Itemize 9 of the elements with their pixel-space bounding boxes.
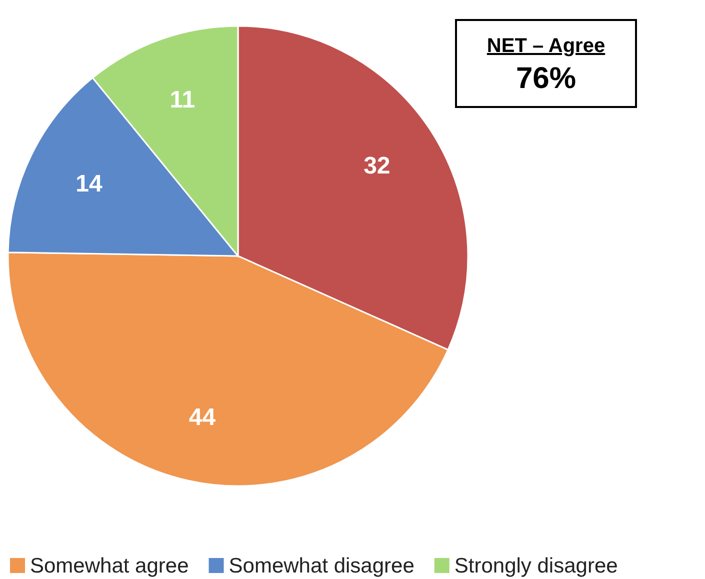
data-label: 14 [76, 170, 103, 198]
legend-label: Somewhat agree [30, 554, 189, 578]
legend-label: Somewhat disagree [228, 554, 414, 578]
data-label: 32 [364, 152, 390, 180]
text: 76% [516, 62, 576, 95]
data-label: 11 [170, 86, 196, 114]
legend-label: Strongly disagree [454, 554, 618, 578]
text: NET – Agree [486, 35, 606, 57]
data-label: 44 [188, 404, 216, 432]
